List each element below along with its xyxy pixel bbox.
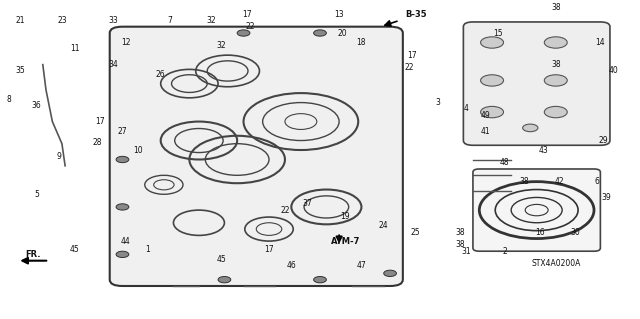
Text: 42: 42 (554, 177, 564, 186)
Circle shape (314, 277, 326, 283)
Text: 37: 37 (302, 199, 312, 208)
FancyBboxPatch shape (463, 22, 610, 145)
Text: 45: 45 (70, 245, 79, 254)
Text: 38: 38 (519, 177, 529, 186)
Circle shape (481, 75, 504, 86)
Text: 38: 38 (551, 60, 561, 69)
Text: 14: 14 (596, 38, 605, 47)
Circle shape (481, 37, 504, 48)
Text: 10: 10 (134, 145, 143, 154)
Circle shape (314, 30, 326, 36)
Text: 6: 6 (595, 177, 600, 186)
Text: 3: 3 (435, 98, 440, 107)
Text: 9: 9 (56, 152, 61, 161)
Text: 32: 32 (216, 41, 226, 50)
Text: 38: 38 (551, 3, 561, 12)
Text: 38: 38 (456, 241, 465, 249)
Circle shape (218, 277, 231, 283)
FancyBboxPatch shape (109, 27, 403, 286)
Circle shape (116, 204, 129, 210)
Text: 19: 19 (340, 212, 350, 221)
Text: 17: 17 (242, 10, 252, 19)
Text: 22: 22 (245, 22, 255, 31)
Text: ATM-7: ATM-7 (331, 237, 360, 246)
Text: 8: 8 (6, 95, 12, 104)
Text: 12: 12 (121, 38, 131, 47)
Text: 18: 18 (356, 38, 366, 47)
Text: 30: 30 (570, 228, 580, 237)
Text: 15: 15 (493, 28, 503, 38)
Text: 22: 22 (280, 206, 290, 215)
Text: 2: 2 (502, 247, 507, 256)
FancyBboxPatch shape (473, 169, 600, 251)
Text: 4: 4 (464, 104, 469, 113)
Text: 31: 31 (461, 247, 472, 256)
Text: 25: 25 (411, 228, 420, 237)
Circle shape (544, 106, 567, 118)
Circle shape (384, 270, 396, 277)
Text: 17: 17 (264, 245, 274, 254)
Text: 35: 35 (15, 66, 26, 76)
Text: 22: 22 (404, 63, 414, 72)
Text: 16: 16 (535, 228, 545, 237)
Circle shape (544, 37, 567, 48)
Text: B-35: B-35 (404, 10, 426, 19)
Text: 49: 49 (481, 111, 490, 120)
Text: 28: 28 (92, 137, 102, 147)
Text: 27: 27 (118, 127, 127, 136)
Text: 1: 1 (145, 245, 150, 254)
Text: 43: 43 (538, 145, 548, 154)
Text: 17: 17 (95, 117, 105, 126)
Text: 5: 5 (34, 190, 39, 199)
Text: 40: 40 (608, 66, 618, 76)
Text: 11: 11 (70, 44, 79, 53)
Text: 21: 21 (16, 16, 25, 25)
Text: 32: 32 (207, 16, 216, 25)
Text: 23: 23 (57, 16, 67, 25)
Text: 17: 17 (408, 51, 417, 60)
Text: 7: 7 (168, 16, 173, 25)
Text: 39: 39 (602, 193, 612, 202)
Text: 45: 45 (216, 255, 226, 263)
Text: 24: 24 (379, 221, 388, 230)
Circle shape (237, 30, 250, 36)
Text: 20: 20 (337, 28, 347, 38)
Text: 44: 44 (121, 237, 131, 246)
Text: 36: 36 (31, 101, 42, 110)
Circle shape (544, 75, 567, 86)
Text: 29: 29 (599, 136, 609, 145)
Text: 47: 47 (356, 261, 366, 270)
Text: FR.: FR. (26, 250, 41, 259)
Text: 41: 41 (481, 127, 490, 136)
Text: 38: 38 (456, 228, 465, 237)
Circle shape (481, 106, 504, 118)
Text: 46: 46 (287, 261, 296, 270)
Text: 26: 26 (156, 70, 166, 78)
Circle shape (116, 251, 129, 257)
Text: STX4A0200A: STX4A0200A (531, 259, 580, 268)
Circle shape (523, 124, 538, 132)
Text: 13: 13 (334, 10, 344, 19)
Text: 34: 34 (108, 60, 118, 69)
Text: 33: 33 (108, 16, 118, 25)
Circle shape (116, 156, 129, 163)
Text: 48: 48 (500, 158, 509, 167)
